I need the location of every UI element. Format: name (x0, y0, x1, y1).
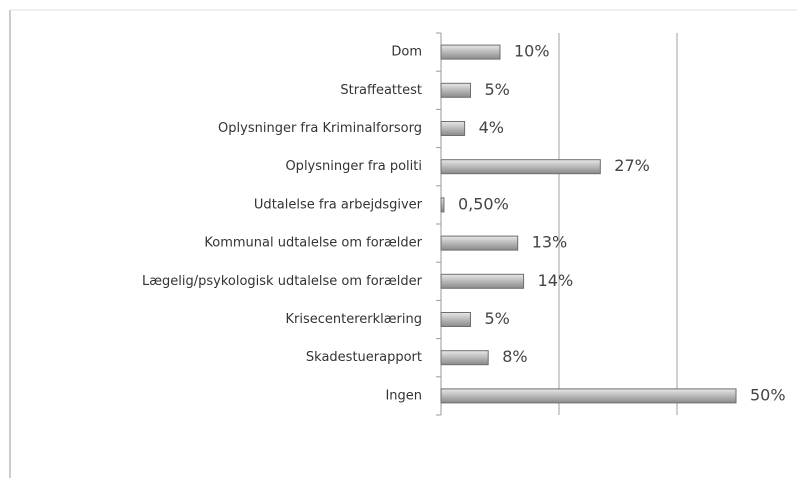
bar (440, 312, 471, 327)
data-label: 27% (614, 156, 650, 175)
data-label: 5% (485, 309, 510, 328)
data-label: 5% (485, 80, 510, 99)
data-label: 14% (538, 271, 574, 290)
category-label: Ingen (385, 388, 422, 403)
category-label: Straffeattest (340, 83, 422, 98)
data-label: 50% (750, 385, 786, 404)
bar (440, 350, 489, 366)
category-label: Dom (391, 45, 422, 60)
data-label: 10% (514, 42, 550, 61)
data-label: 4% (479, 118, 504, 137)
category-label: Oplysninger fra politi (285, 159, 422, 174)
data-label: 0,50% (458, 194, 509, 213)
category-label: Krisecentererklæring (286, 312, 423, 327)
bar (440, 235, 519, 251)
bar (440, 44, 501, 60)
bar (440, 159, 601, 175)
category-label: Oplysninger fra Kriminalforsorg (218, 121, 422, 136)
bar (440, 121, 466, 136)
data-label: 13% (532, 233, 568, 252)
category-label: Skadestuerapport (306, 350, 422, 365)
bar (440, 82, 471, 98)
category-label: Udtalelse fra arbejdsgiver (254, 197, 423, 212)
data-label: 8% (502, 347, 527, 366)
bar (440, 197, 445, 213)
bar (440, 273, 525, 289)
category-label: Kommunal udtalelse om forælder (204, 236, 422, 251)
category-label: Lægelig/psykologisk udtalelse om forælde… (142, 274, 423, 289)
bar (440, 388, 737, 404)
